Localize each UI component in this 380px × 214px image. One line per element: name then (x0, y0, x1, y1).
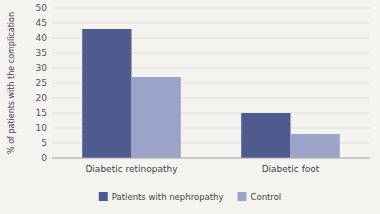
grid-line (52, 23, 370, 24)
legend-label: Patients with nephropathy (112, 192, 224, 202)
chart: 0 5 10 15 20 25 30 35 40 45 50 % of patients with t… (0, 0, 380, 214)
y-tick-label: 0 (41, 153, 47, 163)
y-tick-label: 25 (36, 78, 47, 88)
bar (291, 134, 340, 158)
y-tick-label: 50 (36, 3, 48, 13)
bar (132, 77, 181, 158)
x-axis-line (52, 158, 370, 159)
y-tick-label: 40 (36, 33, 48, 43)
legend-swatch (238, 192, 247, 201)
bars (82, 29, 340, 158)
y-tick-label: 10 (36, 123, 48, 133)
legend-label: Control (251, 192, 282, 202)
y-tick-label: 20 (36, 93, 48, 103)
y-tick-label: 45 (36, 18, 47, 28)
grid-line (52, 8, 370, 9)
y-tick-label: 30 (36, 63, 48, 73)
x-tick-label: Diabetic retinopathy (85, 164, 178, 174)
legend-swatch (99, 192, 108, 201)
y-tick-label: 15 (36, 108, 47, 118)
legend: Patients with nephropathy Control (99, 192, 281, 202)
y-tick-label: 35 (36, 48, 47, 58)
bar (82, 29, 131, 158)
x-tick-label: Diabetic foot (262, 164, 320, 174)
background (0, 0, 380, 214)
y-tick-label: 5 (41, 138, 47, 148)
y-axis-label: % of patients with the complication (7, 12, 16, 154)
grid-line (52, 158, 370, 159)
bar (241, 113, 290, 158)
